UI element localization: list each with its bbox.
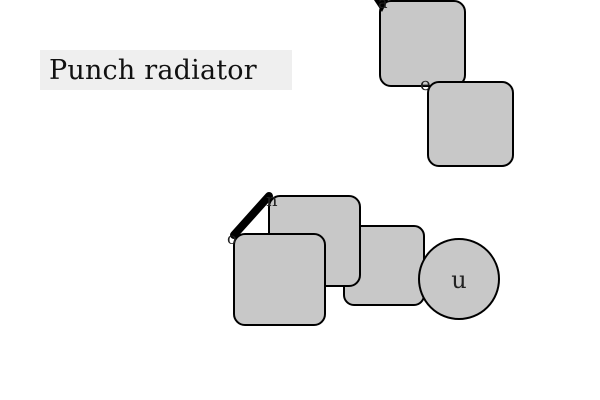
block-cluster-front[interactable]	[233, 233, 326, 326]
label-a: a	[378, 0, 388, 12]
label-o: o	[227, 229, 237, 248]
circle-node[interactable]	[418, 238, 500, 320]
block-top[interactable]	[379, 0, 466, 87]
label-e: e	[420, 74, 431, 95]
cluster-connector-bar[interactable]	[230, 192, 273, 239]
title-text: Punch radiator	[49, 54, 257, 86]
circle-label: u	[451, 266, 466, 294]
block-middle[interactable]	[427, 81, 514, 167]
title-box: Punch radiator	[40, 50, 292, 90]
label-n: n	[266, 190, 278, 211]
block-top-handle[interactable]	[374, 0, 388, 12]
